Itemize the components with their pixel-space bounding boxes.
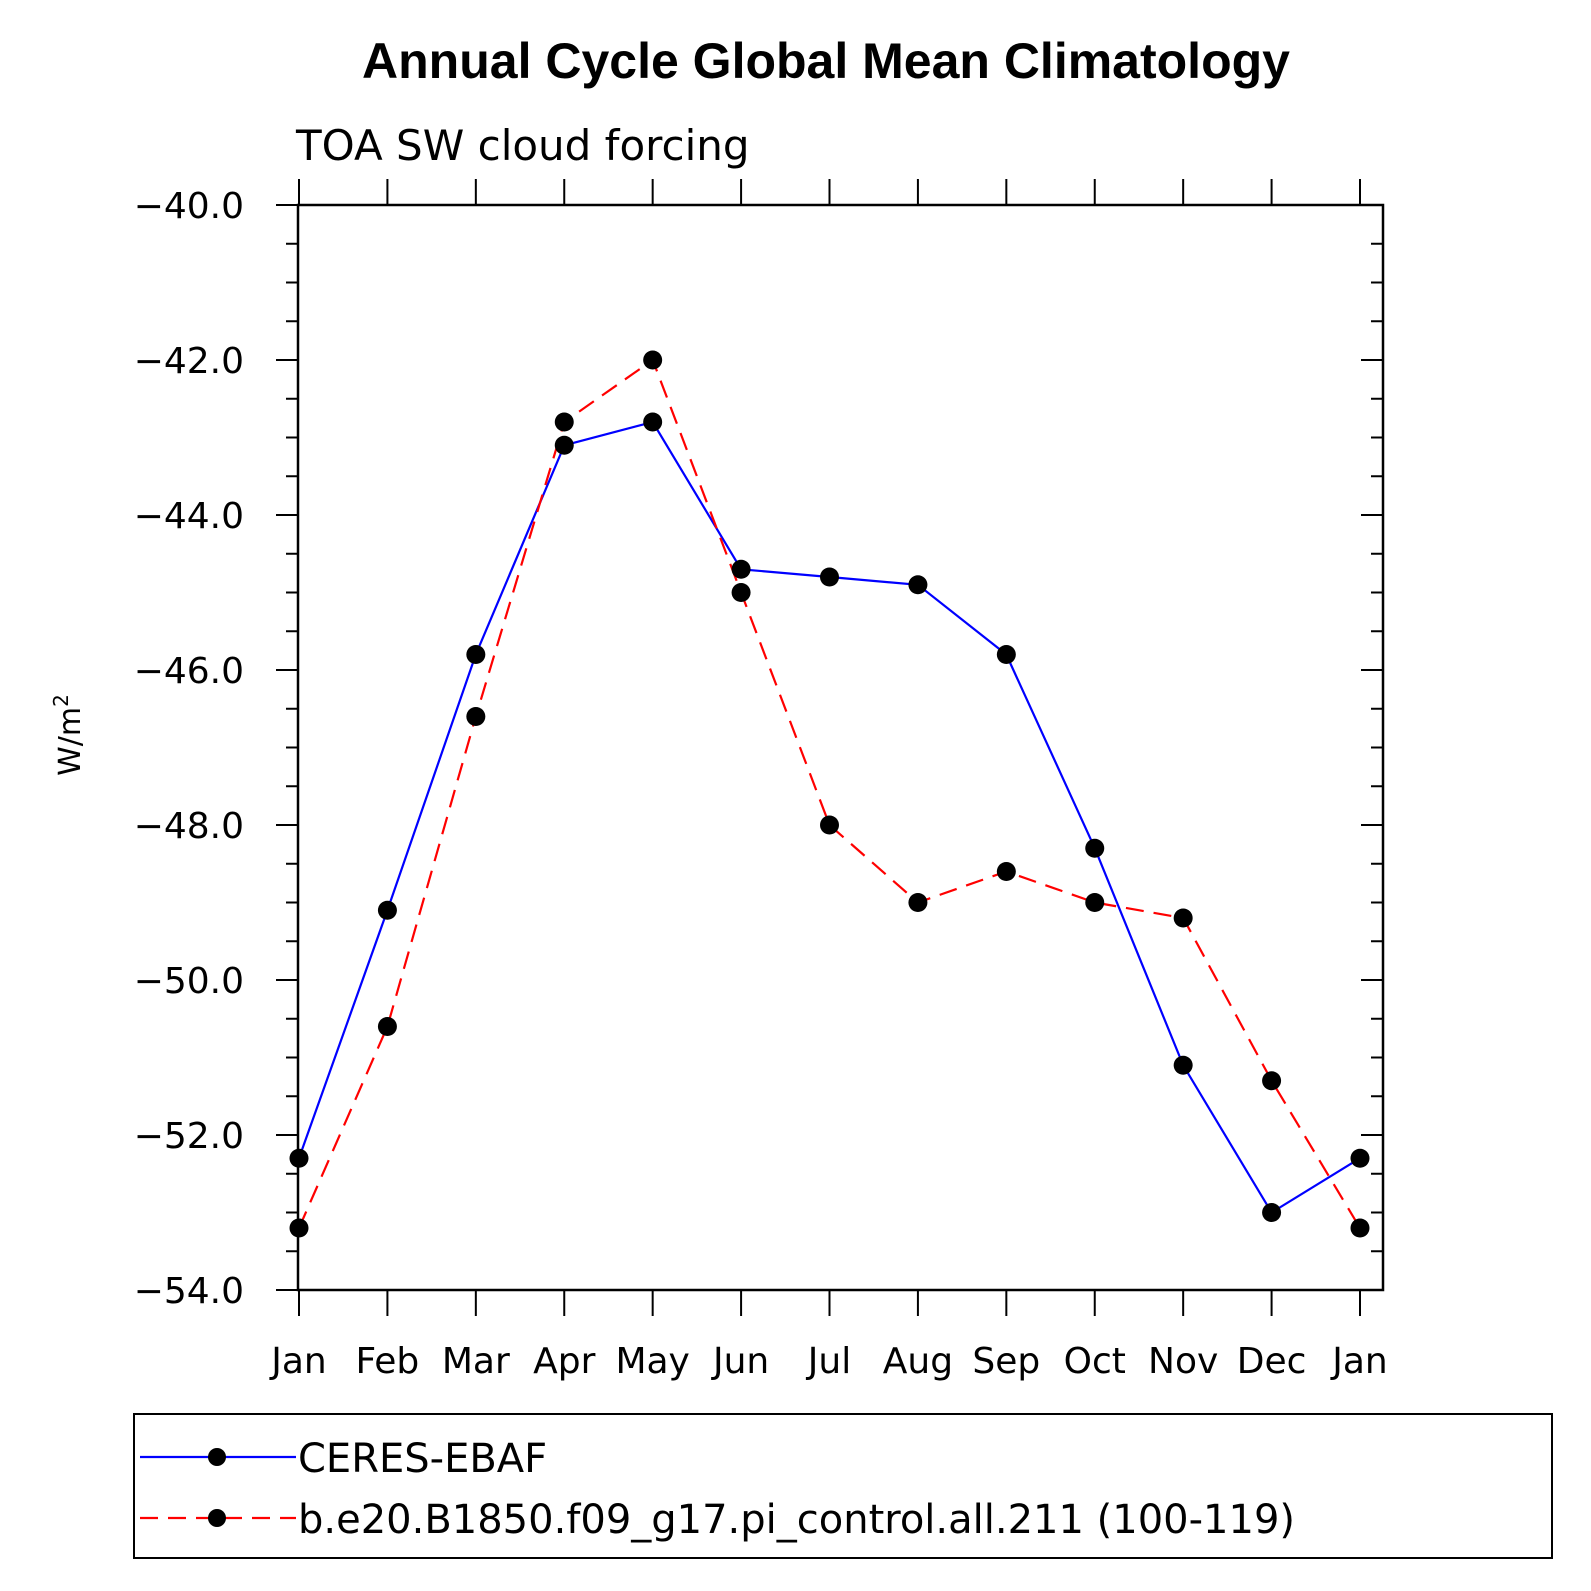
x-tick-label: Dec	[1237, 1341, 1307, 1382]
data-point-model	[377, 1017, 397, 1036]
data-point-model	[289, 1218, 309, 1238]
data-point-ceres	[1350, 1148, 1370, 1168]
y-tick-label: −52.0	[134, 1116, 244, 1157]
data-point-ceres	[466, 645, 486, 664]
legend-item-model: b.e20.B1850.f09_g17.pi_control.all.211 (…	[140, 1497, 1295, 1543]
data-point-model	[1350, 1218, 1370, 1238]
y-tick-labels: −40.0 −42.0 −44.0 −46.0 −48.0 −50.0 −52.0 −54.0	[134, 186, 244, 1312]
data-point-ceres	[908, 575, 928, 595]
data-point-ceres	[289, 1148, 309, 1168]
data-point-ceres	[996, 645, 1016, 664]
y-axis-label: W/m2	[49, 694, 88, 776]
chart-title: Annual Cycle Global Mean Climatology	[362, 33, 1290, 89]
series-points	[289, 350, 1370, 1238]
data-point-ceres	[554, 435, 574, 455]
y-tick-label: −44.0	[134, 496, 244, 537]
data-point-ceres	[1085, 838, 1105, 858]
y-tick-label: −46.0	[134, 651, 244, 692]
data-point-model	[1085, 893, 1105, 912]
data-point-model	[731, 583, 751, 602]
x-tick-label: Sep	[972, 1341, 1040, 1382]
x-tick-label: Aug	[883, 1341, 953, 1382]
legend-marker-model	[208, 1509, 226, 1527]
x-tick-label: Jun	[711, 1341, 769, 1382]
y-tick-label: −50.0	[134, 961, 244, 1002]
x-tick-label: Oct	[1064, 1341, 1126, 1382]
x-tick-label: Jul	[806, 1341, 851, 1382]
x-tick-label: Jan	[269, 1341, 327, 1382]
legend-item-ceres: CERES-EBAF	[140, 1436, 547, 1482]
y-tick-label: −54.0	[134, 1271, 244, 1312]
data-point-model	[1262, 1071, 1282, 1091]
x-tick-label: Feb	[356, 1341, 420, 1382]
legend-label-model: b.e20.B1850.f09_g17.pi_control.all.211 (…	[298, 1497, 1295, 1543]
data-point-model	[908, 893, 928, 912]
data-point-ceres	[1173, 1055, 1193, 1075]
series-line-model	[297, 358, 1361, 1229]
data-point-model	[643, 350, 663, 370]
y-tick-label: −42.0	[134, 341, 244, 382]
legend-label-ceres: CERES-EBAF	[298, 1436, 547, 1482]
data-point-model	[554, 412, 574, 432]
data-point-ceres	[731, 559, 751, 579]
axis-ticks	[276, 179, 1383, 1316]
y-tick-label: −48.0	[134, 806, 244, 847]
y-axis-label-main: W/m	[53, 707, 88, 776]
x-tick-label: Nov	[1148, 1341, 1218, 1382]
x-tick-label: May	[615, 1341, 689, 1382]
x-tick-label: Apr	[533, 1341, 595, 1382]
x-tick-label: Jan	[1330, 1341, 1388, 1382]
y-axis-label-sup: 2	[49, 694, 73, 707]
data-point-ceres	[377, 900, 397, 920]
x-tick-labels: Jan Feb Mar Apr May Jun Jul Aug Sep Oct Nov Dec Jan	[269, 1341, 1388, 1382]
data-point-model	[996, 862, 1016, 881]
chart-subtitle: TOA SW cloud forcing	[295, 121, 750, 170]
series-lines	[297, 358, 1361, 1229]
x-tick-label: Mar	[442, 1341, 510, 1382]
data-point-model	[1173, 908, 1193, 928]
data-point-model	[466, 707, 486, 726]
legend-marker-ceres	[208, 1448, 226, 1466]
data-point-model	[820, 815, 839, 835]
legend-box	[133, 1413, 1553, 1559]
y-tick-label: −40.0	[134, 186, 244, 227]
data-point-ceres	[643, 412, 663, 432]
data-point-ceres	[1262, 1203, 1282, 1222]
data-point-ceres	[820, 567, 839, 587]
